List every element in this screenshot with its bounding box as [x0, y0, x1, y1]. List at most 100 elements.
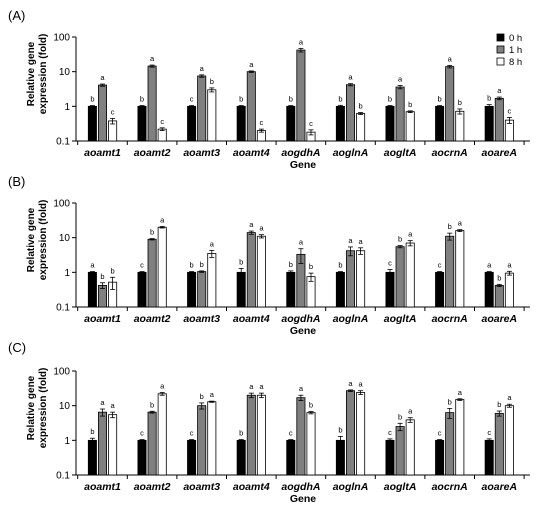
bar: [87, 439, 97, 476]
significance-letter: b: [239, 257, 243, 266]
bar: [137, 439, 147, 476]
x-tick-label: aoareA: [481, 313, 517, 325]
significance-letter: a: [100, 73, 105, 82]
y-tick-label: 100: [53, 33, 70, 44]
significance-letter: a: [507, 260, 512, 269]
x-tick-label: aoamt4: [233, 147, 270, 159]
y-tick-label: 10: [59, 67, 71, 78]
significance-letter: a: [299, 384, 304, 393]
bar: [197, 271, 207, 308]
significance-letter: a: [160, 215, 165, 224]
significance-letter: b: [90, 427, 94, 436]
bar: [98, 411, 108, 476]
significance-letter: a: [200, 64, 205, 73]
bar: [256, 235, 266, 308]
bar: [335, 271, 345, 308]
bar: [445, 66, 455, 142]
significance-letter: a: [458, 219, 463, 228]
significance-letter: a: [249, 220, 254, 229]
bar: [246, 232, 256, 308]
bar: [385, 439, 395, 476]
significance-letter: a: [348, 73, 353, 82]
significance-letter: a: [408, 230, 413, 239]
significance-letter: b: [150, 228, 154, 237]
bar: [455, 230, 465, 308]
significance-letter: a: [348, 379, 353, 388]
x-tick-label: aoamt3: [183, 147, 220, 159]
bar: [484, 439, 494, 476]
bar: [197, 405, 207, 476]
x-tick-label: aogltA: [384, 481, 417, 493]
bar: [256, 394, 266, 476]
significance-letter: c: [388, 428, 392, 437]
panel-a: (A)Relative geneexpression (fold) 0.1 1 10 1…: [8, 8, 530, 171]
x-tick-label: aoamt3: [183, 481, 220, 493]
bar: [236, 105, 246, 142]
significance-letter: b: [398, 235, 402, 244]
significance-letter: a: [249, 60, 254, 69]
significance-letter: b: [190, 261, 194, 270]
y-axis-title: Relative geneexpression (fold): [26, 368, 49, 449]
bar: [494, 284, 504, 308]
significance-letter: b: [309, 262, 313, 271]
bar: [356, 113, 366, 142]
legend-swatch: [496, 33, 505, 42]
bar: [395, 86, 405, 142]
bar: [504, 272, 514, 308]
bar: [356, 392, 366, 476]
bar: [207, 401, 217, 476]
bar: [435, 105, 445, 142]
significance-letter: a: [249, 382, 254, 391]
significance-letter: b: [448, 222, 452, 231]
y-axis-title: Relative geneexpression (fold): [26, 200, 49, 281]
significance-letter: b: [448, 397, 452, 406]
bar: [405, 242, 415, 308]
significance-letter: b: [239, 95, 243, 104]
significance-letter: b: [359, 102, 363, 111]
bar: [286, 271, 296, 308]
bar: [395, 426, 405, 476]
x-tick-label: aoamt1: [84, 147, 121, 159]
bar: [108, 414, 118, 476]
significance-letter: b: [200, 260, 204, 269]
significance-letter: a: [497, 86, 502, 95]
significance-letter: b: [150, 400, 154, 409]
significance-letter: c: [160, 117, 164, 126]
significance-letter: b: [289, 260, 293, 269]
significance-letter: b: [458, 98, 462, 107]
significance-letter: c: [438, 261, 442, 270]
significance-letter: b: [338, 94, 342, 103]
significance-letter: a: [348, 236, 353, 245]
significance-letter: b: [487, 94, 491, 103]
y-tick-label: 100: [53, 199, 70, 210]
bar: [87, 105, 97, 142]
significance-letter: c: [190, 429, 194, 438]
x-tick-label: aoamt4: [233, 313, 270, 325]
y-tick-label: 100: [53, 367, 70, 378]
y-tick-label: 1: [64, 102, 70, 113]
y-tick-label: 10: [59, 233, 71, 244]
bar: [484, 105, 494, 142]
bar: [345, 84, 355, 142]
y-tick-label: 10: [59, 401, 71, 412]
significance-letter: a: [359, 237, 364, 246]
significance-letter: a: [210, 390, 215, 399]
x-tick-label: aoamt2: [134, 481, 171, 493]
x-tick-label: aocrnA: [432, 481, 468, 493]
significance-letter: b: [497, 400, 501, 409]
bar: [405, 111, 415, 142]
significance-letter: c: [260, 118, 264, 127]
bar: [435, 439, 445, 476]
bar: [494, 97, 504, 142]
x-tick-label: aogdhA: [281, 481, 320, 493]
x-tick-label: aoamt2: [134, 313, 171, 325]
x-tick-label: aoglnA: [333, 313, 369, 325]
y-tick-label: 1: [64, 436, 70, 447]
significance-letter: a: [259, 382, 264, 391]
significance-letter: b: [388, 95, 392, 104]
significance-letter: a: [100, 398, 105, 407]
bar: [335, 105, 345, 142]
panel-b: (B)Relative geneexpression (fold) 0.1 1 10 1…: [8, 174, 530, 337]
x-tick-label: aogltA: [384, 147, 417, 159]
